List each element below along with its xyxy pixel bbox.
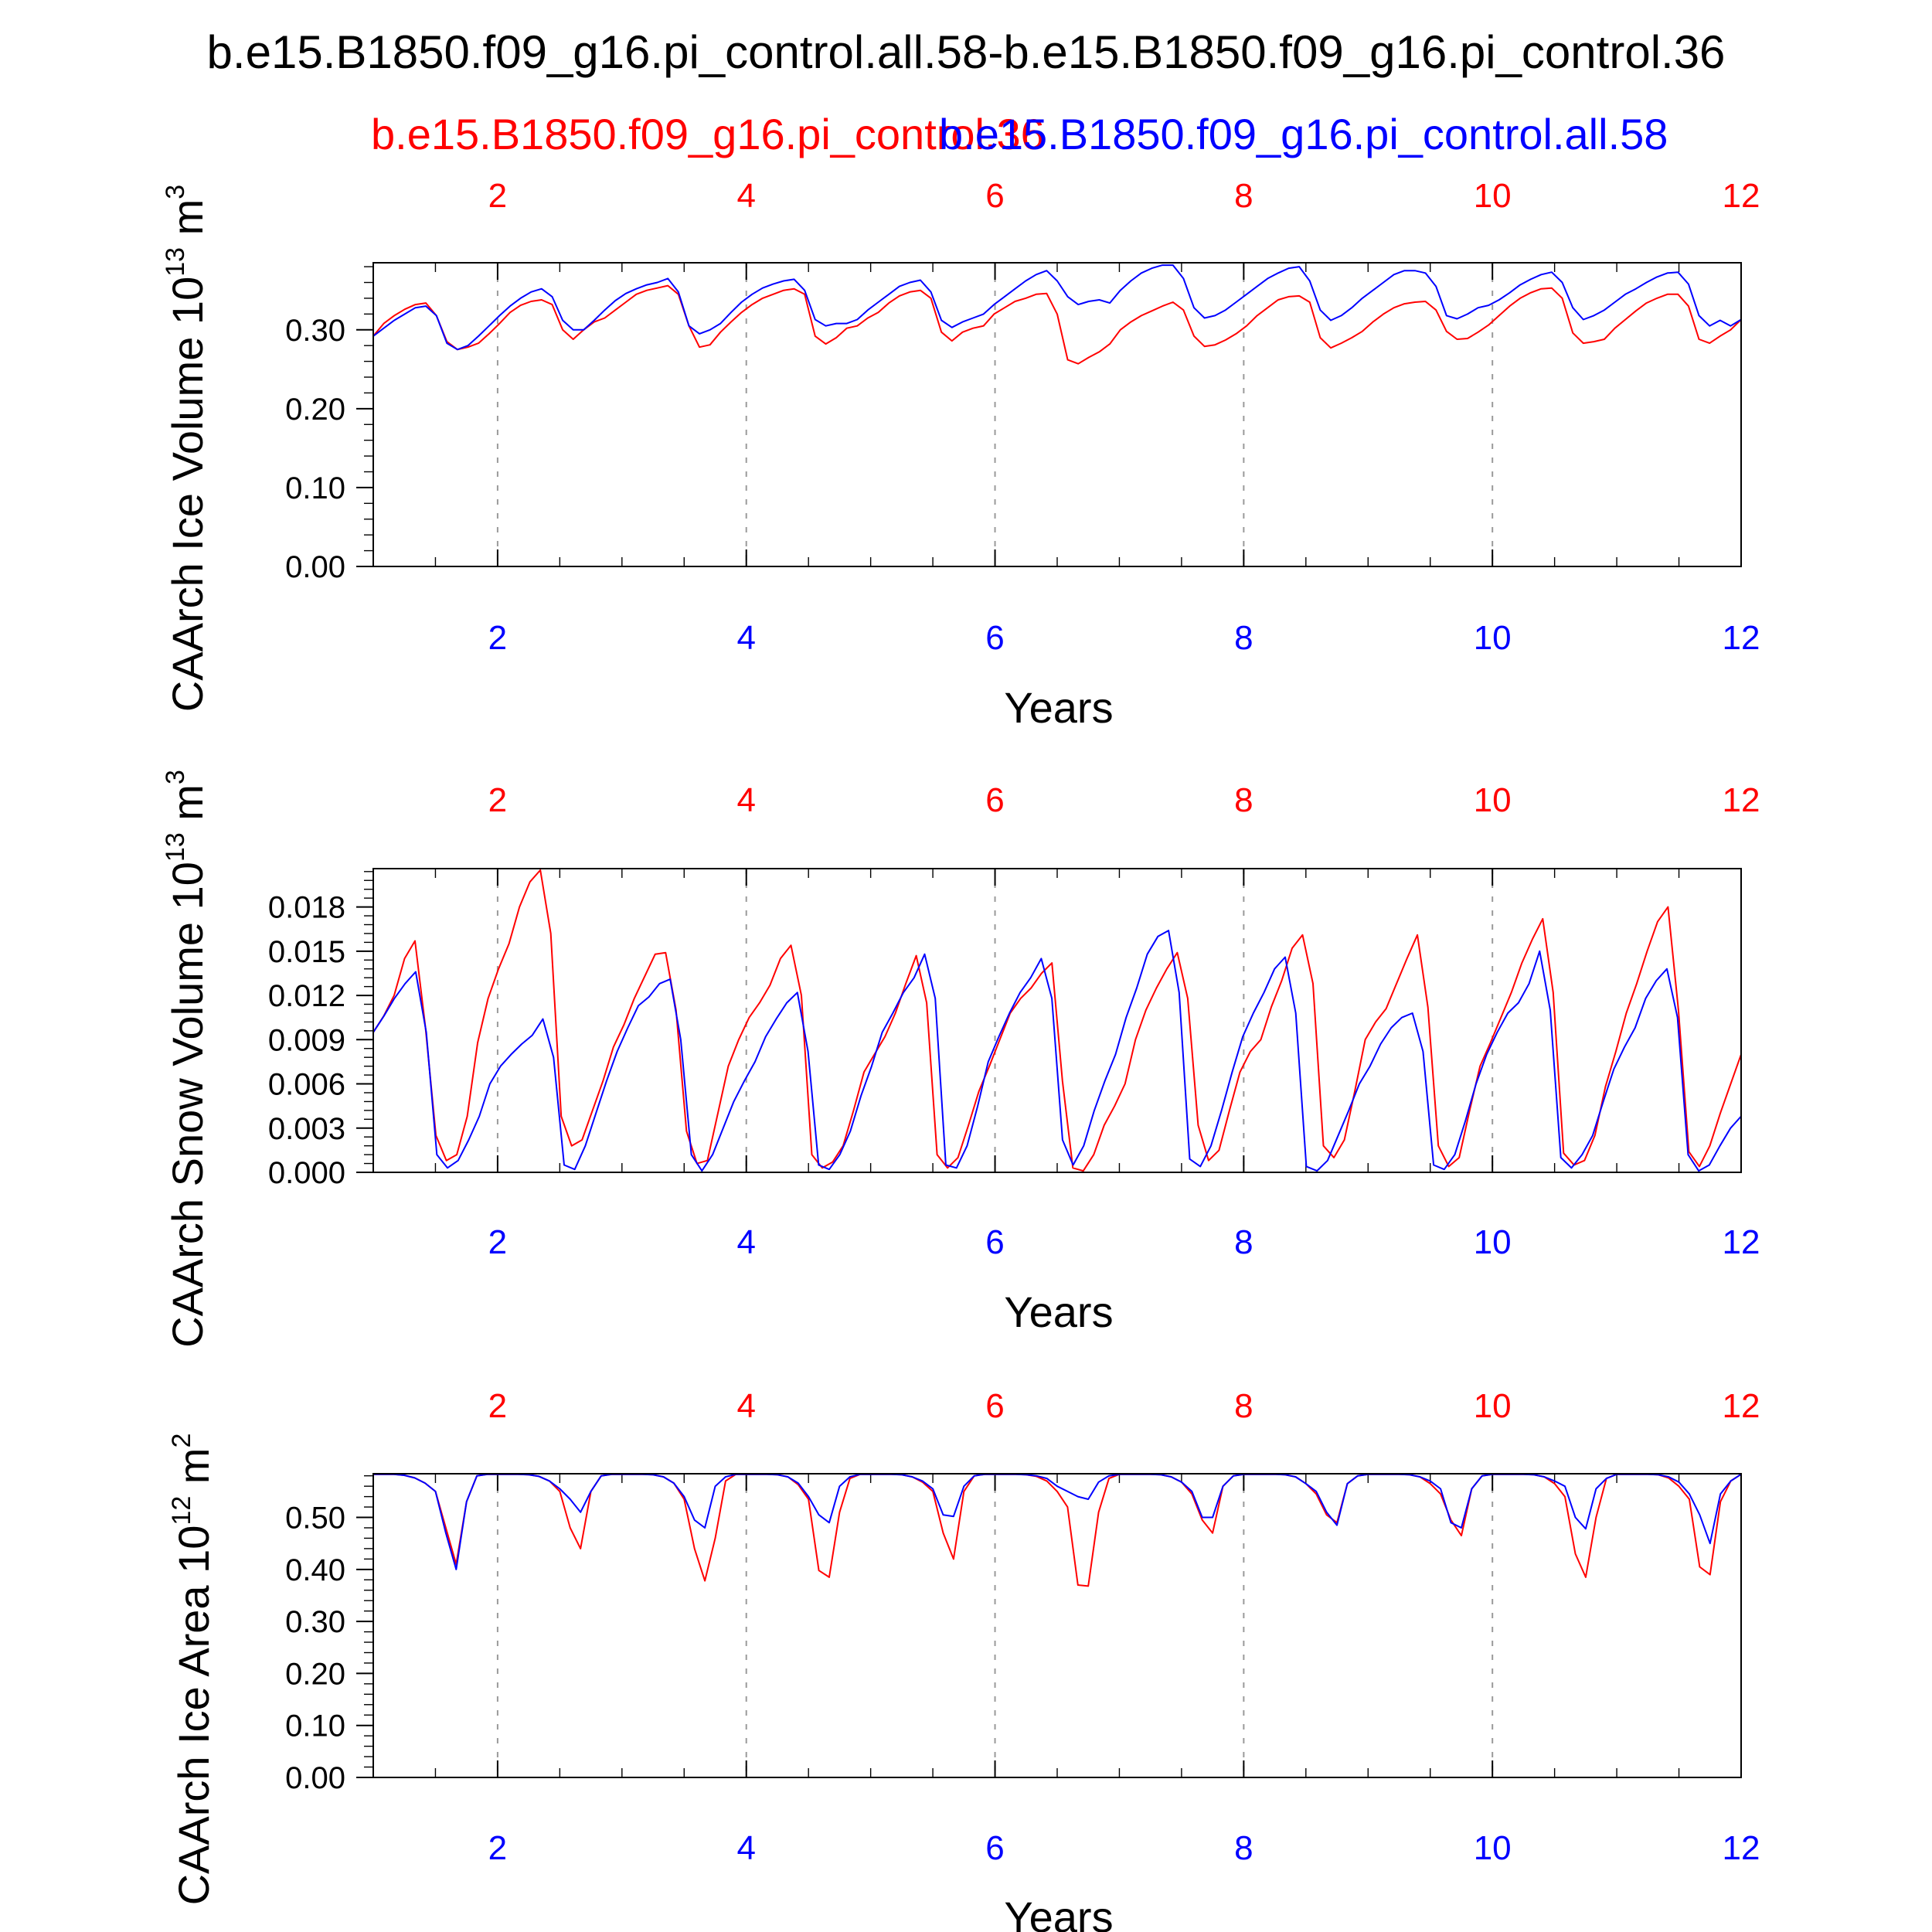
x-axis-label: Years xyxy=(1004,1893,1113,1932)
x-tick-label-top: 4 xyxy=(736,781,755,819)
x-tick-label-top: 12 xyxy=(1723,1387,1760,1425)
y-tick-label: 0.30 xyxy=(285,1605,345,1639)
y-axis-unit-exponent: 13 xyxy=(161,247,190,277)
x-tick-label-top: 10 xyxy=(1474,1387,1512,1425)
x-tick-label-bottom: 8 xyxy=(1234,619,1253,657)
y-tick-label: 0.30 xyxy=(285,314,345,348)
x-tick-label-top: 4 xyxy=(736,177,755,215)
y-axis-title: CAArch Ice Volume xyxy=(163,325,212,712)
y-axis-title: CAArch Ice Area xyxy=(169,1573,218,1906)
y-tick-label: 0.018 xyxy=(268,891,345,925)
y-tick-label: 0.00 xyxy=(285,550,345,584)
y-axis-title: CAArch Snow Volume xyxy=(163,910,212,1347)
y-axis-unit: m xyxy=(163,199,212,247)
y-axis-unit: m xyxy=(169,1448,218,1496)
x-tick-label-bottom: 12 xyxy=(1723,1223,1760,1261)
x-tick-label-bottom: 4 xyxy=(736,1829,755,1867)
y-axis-unit-exponent: 12 xyxy=(167,1496,196,1526)
x-tick-label-bottom: 12 xyxy=(1723,619,1760,657)
x-tick-label-top: 2 xyxy=(488,1387,507,1425)
x-tick-label-bottom: 4 xyxy=(736,619,755,657)
series-line-red xyxy=(372,284,1742,365)
y-tick-label: 0.00 xyxy=(285,1761,345,1795)
series-line-blue xyxy=(372,264,1742,351)
x-tick-label-bottom: 8 xyxy=(1234,1223,1253,1261)
x-tick-label-top: 6 xyxy=(985,1387,1004,1425)
x-axis-label: Years xyxy=(1004,683,1113,732)
y-tick-label: 0.000 xyxy=(268,1156,345,1190)
x-tick-label-top: 8 xyxy=(1234,781,1253,819)
x-tick-label-top: 8 xyxy=(1234,177,1253,215)
plot-frame xyxy=(372,262,1742,567)
y-axis-unit-power: 2 xyxy=(167,1434,196,1448)
y-tick-label: 0.006 xyxy=(268,1068,345,1102)
x-tick-label-bottom: 6 xyxy=(985,619,1004,657)
y-tick-label: 0.009 xyxy=(268,1023,345,1057)
y-tick-label: 0.10 xyxy=(285,471,345,505)
y-tick-label: 0.40 xyxy=(285,1553,345,1587)
x-tick-label-top: 6 xyxy=(985,177,1004,215)
x-tick-label-top: 12 xyxy=(1723,177,1760,215)
x-tick-label-bottom: 6 xyxy=(985,1223,1004,1261)
legend-entry-red: b.e15.B1850.f09_g16.pi_control.36 xyxy=(371,110,1045,158)
y-axis-label: CAArch Ice Area 1012 m2 xyxy=(167,1434,218,1906)
x-tick-label-top: 2 xyxy=(488,781,507,819)
series-line-blue xyxy=(372,930,1742,1172)
x-tick-label-top: 10 xyxy=(1474,177,1512,215)
y-tick-label: 0.10 xyxy=(285,1709,345,1743)
y-tick-label: 0.20 xyxy=(285,1657,345,1691)
x-tick-label-bottom: 10 xyxy=(1474,1829,1512,1867)
y-axis-label: CAArch Snow Volume 1013 m3 xyxy=(161,770,212,1348)
y-axis-unit-power: 3 xyxy=(161,770,190,784)
y-axis-unit: m xyxy=(163,784,212,832)
panel-1: 0.00 0.10 0.20 0.30 2 2 4 4 6 6 8 8 10 10 12 12 Years CAA… xyxy=(161,177,1760,732)
series-line-red xyxy=(373,1473,1742,1587)
plot-frame xyxy=(372,1473,1742,1778)
x-tick-label-bottom: 2 xyxy=(488,619,507,657)
figure-title: b.e15.B1850.f09_g16.pi_control.all.58-b.… xyxy=(207,26,1726,78)
x-tick-label-top: 8 xyxy=(1234,1387,1253,1425)
panels: 0.000.100.200.302244668810101212YearsCAA… xyxy=(161,177,1760,1932)
x-tick-label-top: 10 xyxy=(1474,781,1512,819)
y-axis-unit-power: 3 xyxy=(161,185,190,199)
y-tick-label: 0.015 xyxy=(268,935,345,969)
x-tick-label-bottom: 12 xyxy=(1723,1829,1760,1867)
x-tick-label-bottom: 10 xyxy=(1474,1223,1512,1261)
series-line-red xyxy=(372,869,1742,1172)
y-axis-unit-prefix: 10 xyxy=(169,1526,218,1573)
x-tick-label-bottom: 2 xyxy=(488,1829,507,1867)
y-tick-label: 0.012 xyxy=(268,979,345,1013)
panel-2: 0.000 0.003 0.006 0.009 0.012 0.015 0.018 2 2 4 4 6… xyxy=(161,770,1760,1348)
y-tick-label: 0.50 xyxy=(285,1502,345,1536)
series-line-blue xyxy=(373,1473,1742,1570)
x-axis-label: Years xyxy=(1004,1287,1113,1336)
x-tick-label-top: 6 xyxy=(985,781,1004,819)
x-tick-label-top: 4 xyxy=(736,1387,755,1425)
y-axis-unit-exponent: 13 xyxy=(161,832,190,862)
x-tick-label-bottom: 6 xyxy=(985,1829,1004,1867)
panel-3: 0.000.100.200.300.400.502244668810101212… xyxy=(167,1387,1760,1932)
y-axis-label: CAArch Ice Volume 1013 m3 xyxy=(161,185,212,712)
x-tick-label-top: 12 xyxy=(1723,781,1760,819)
plot-frame xyxy=(372,868,1742,1173)
x-tick-label-top: 2 xyxy=(488,177,507,215)
x-tick-label-bottom: 8 xyxy=(1234,1829,1253,1867)
x-tick-label-bottom: 4 xyxy=(736,1223,755,1261)
legend-entry-blue: b.e15.B1850.f09_g16.pi_control.all.58 xyxy=(939,110,1668,158)
y-axis-unit-prefix: 10 xyxy=(163,862,212,910)
y-tick-label: 0.003 xyxy=(268,1112,345,1146)
y-tick-label: 0.20 xyxy=(285,393,345,427)
x-tick-label-bottom: 2 xyxy=(488,1223,507,1261)
y-axis-unit-prefix: 10 xyxy=(163,277,212,325)
x-tick-label-bottom: 10 xyxy=(1474,619,1512,657)
